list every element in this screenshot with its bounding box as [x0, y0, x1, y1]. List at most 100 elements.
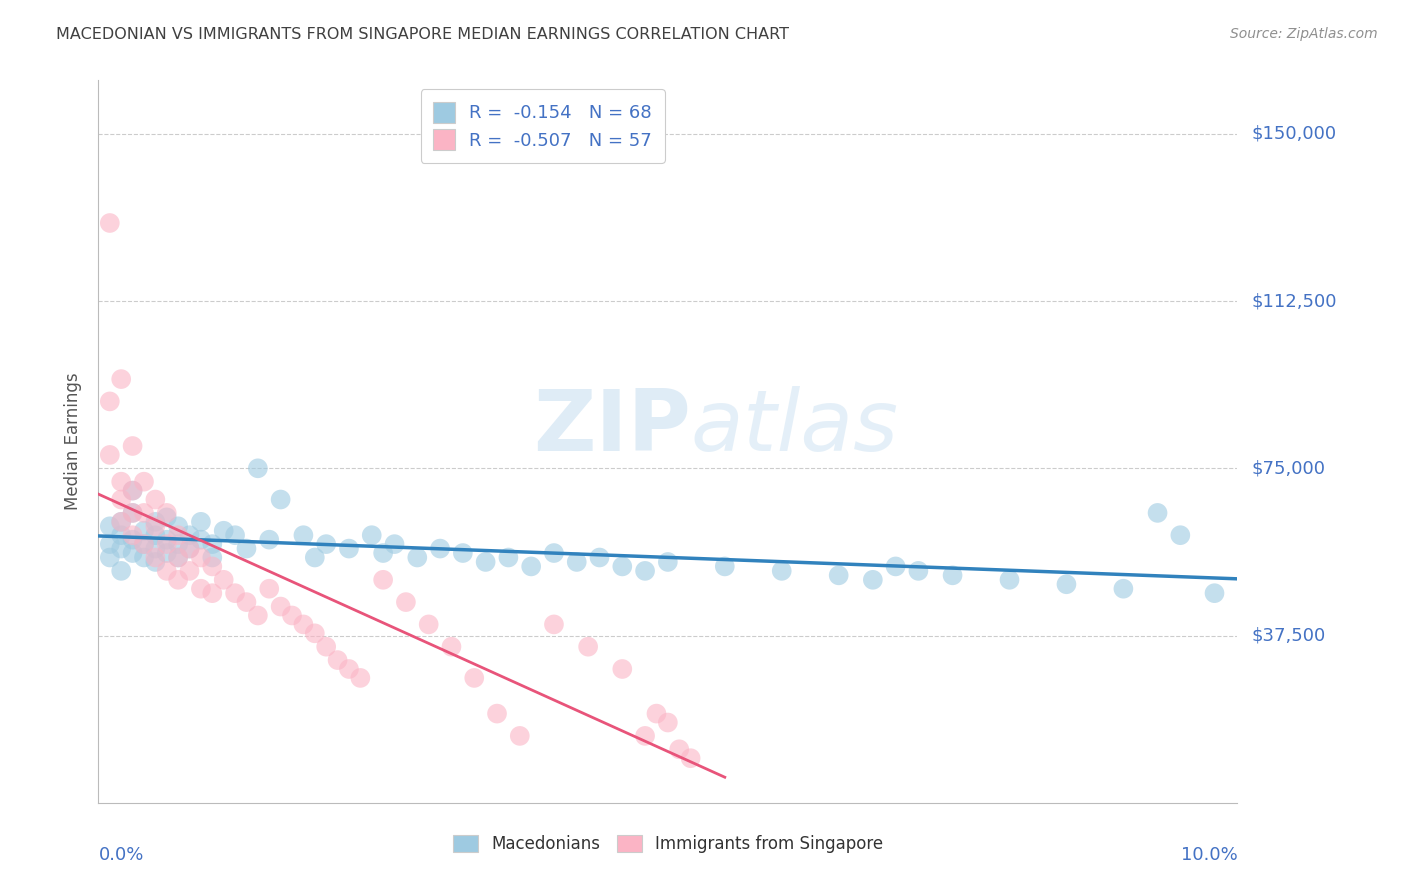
Point — [190, 533, 212, 547]
Point — [167, 528, 190, 542]
Point — [337, 662, 360, 676]
Point — [668, 742, 690, 756]
Point — [179, 528, 201, 542]
Point — [167, 550, 190, 565]
Point — [373, 573, 395, 587]
Point — [224, 586, 246, 600]
Point — [110, 515, 132, 529]
Point — [98, 519, 121, 533]
Point — [201, 537, 224, 551]
Point — [156, 506, 179, 520]
Point — [360, 528, 382, 542]
Point — [190, 550, 212, 565]
Point — [110, 372, 132, 386]
Point — [292, 528, 315, 542]
Point — [246, 461, 269, 475]
Text: 10.0%: 10.0% — [1181, 847, 1237, 864]
Point — [132, 537, 155, 551]
Point — [145, 550, 167, 565]
Point — [395, 595, 418, 609]
Point — [326, 653, 349, 667]
Point — [498, 550, 520, 565]
Point — [121, 506, 143, 520]
Point — [156, 564, 179, 578]
Point — [645, 706, 668, 721]
Point — [235, 595, 257, 609]
Point — [714, 559, 737, 574]
Point — [167, 537, 190, 551]
Point — [212, 524, 235, 538]
Point — [121, 439, 143, 453]
Point — [884, 559, 907, 574]
Text: $75,000: $75,000 — [1251, 459, 1326, 477]
Point — [474, 555, 496, 569]
Point — [201, 550, 224, 565]
Point — [224, 528, 246, 542]
Point — [98, 394, 121, 409]
Text: Source: ZipAtlas.com: Source: ZipAtlas.com — [1230, 27, 1378, 41]
Point — [998, 573, 1021, 587]
Point — [304, 626, 326, 640]
Point — [145, 492, 167, 507]
Point — [145, 555, 167, 569]
Point — [121, 528, 143, 542]
Point — [429, 541, 451, 556]
Point — [98, 448, 121, 462]
Point — [270, 599, 292, 614]
Point — [543, 617, 565, 632]
Text: atlas: atlas — [690, 385, 898, 468]
Point — [588, 550, 610, 565]
Point — [315, 640, 337, 654]
Point — [270, 492, 292, 507]
Point — [373, 546, 395, 560]
Point — [132, 550, 155, 565]
Text: MACEDONIAN VS IMMIGRANTS FROM SINGAPORE MEDIAN EARNINGS CORRELATION CHART: MACEDONIAN VS IMMIGRANTS FROM SINGAPORE … — [56, 27, 789, 42]
Point — [349, 671, 371, 685]
Point — [132, 475, 155, 489]
Point — [121, 483, 143, 498]
Point — [201, 559, 224, 574]
Point — [132, 506, 155, 520]
Point — [451, 546, 474, 560]
Point — [145, 519, 167, 533]
Point — [156, 537, 179, 551]
Point — [167, 550, 190, 565]
Point — [509, 729, 531, 743]
Point — [281, 608, 304, 623]
Point — [612, 662, 634, 676]
Point — [828, 568, 851, 582]
Point — [110, 528, 132, 542]
Point — [179, 541, 201, 556]
Point — [201, 586, 224, 600]
Point — [337, 541, 360, 556]
Legend: Macedonians, Immigrants from Singapore: Macedonians, Immigrants from Singapore — [446, 828, 890, 860]
Point — [167, 519, 190, 533]
Point — [1146, 506, 1168, 520]
Point — [304, 550, 326, 565]
Point — [121, 506, 143, 520]
Point — [156, 546, 179, 560]
Point — [942, 568, 965, 582]
Point — [110, 515, 132, 529]
Point — [110, 475, 132, 489]
Point — [110, 492, 132, 507]
Point — [463, 671, 485, 685]
Point — [679, 751, 702, 765]
Point — [612, 559, 634, 574]
Point — [565, 555, 588, 569]
Point — [292, 617, 315, 632]
Text: $150,000: $150,000 — [1251, 125, 1336, 143]
Point — [576, 640, 599, 654]
Point — [98, 216, 121, 230]
Point — [418, 617, 440, 632]
Point — [212, 573, 235, 587]
Point — [657, 715, 679, 730]
Point — [132, 537, 155, 551]
Point — [406, 550, 429, 565]
Point — [1056, 577, 1078, 591]
Text: $37,500: $37,500 — [1251, 626, 1326, 645]
Point — [634, 564, 657, 578]
Point — [770, 564, 793, 578]
Point — [1112, 582, 1135, 596]
Point — [862, 573, 884, 587]
